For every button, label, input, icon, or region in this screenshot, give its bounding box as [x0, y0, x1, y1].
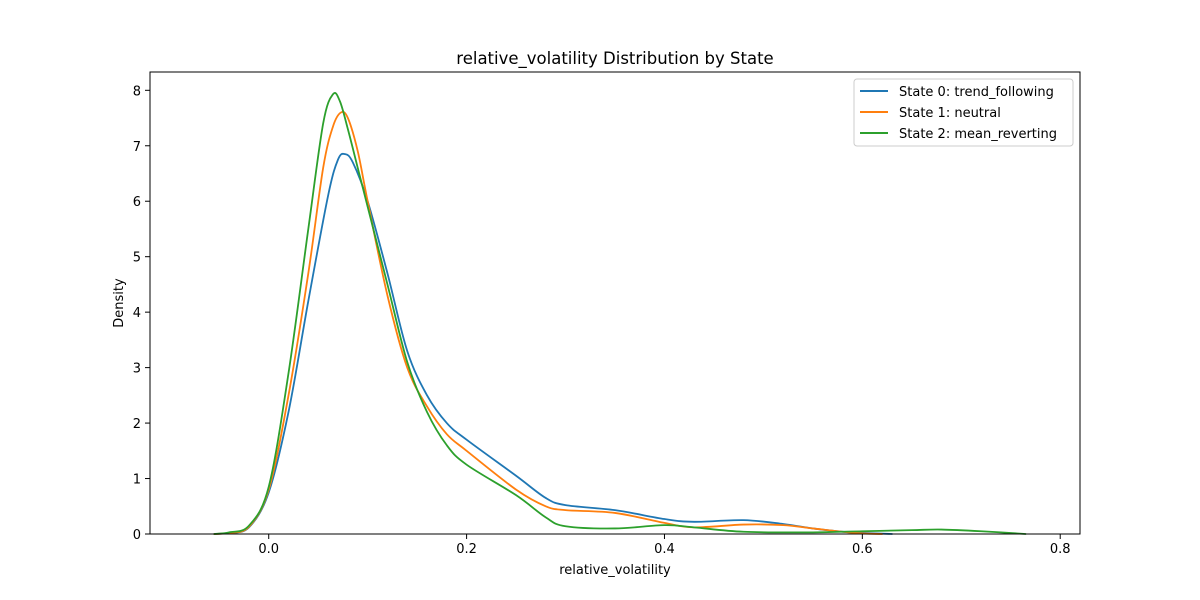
series-line-2 [213, 92, 1027, 535]
x-tick-label: 0.0 [258, 542, 279, 557]
chart-title: relative_volatility Distribution by Stat… [456, 49, 773, 69]
y-tick-label: 0 [133, 528, 141, 543]
x-tick-label: 0.4 [654, 542, 675, 557]
x-axis: 0.0 0.2 0.4 0.6 0.8 [258, 534, 1071, 557]
y-tick-label: 8 [133, 84, 141, 99]
legend-label-2: State 2: mean_reverting [899, 127, 1057, 142]
series-line-0 [213, 152, 893, 535]
x-tick-label: 0.2 [456, 542, 477, 557]
y-tick-label: 4 [133, 306, 141, 321]
legend-label-0: State 0: trend_following [899, 85, 1054, 100]
legend-label-1: State 1: neutral [899, 106, 1001, 121]
x-tick-label: 0.6 [852, 542, 873, 557]
x-axis-label: relative_volatility [559, 563, 671, 578]
y-tick-label: 6 [133, 195, 141, 210]
y-tick-label: 5 [133, 251, 141, 266]
y-axis: 0 1 2 3 4 5 6 7 8 [133, 84, 150, 543]
legend-box [853, 78, 1074, 147]
y-tick-label: 7 [133, 140, 141, 155]
y-tick-label: 3 [133, 362, 141, 377]
y-tick-label: 1 [133, 473, 141, 488]
plot-frame [149, 71, 1081, 535]
y-axis-label: Density [112, 278, 127, 328]
legend: State 0: trend_following State 1: neutral… [853, 78, 1074, 147]
x-tick-label: 0.8 [1050, 542, 1071, 557]
plot-lines [213, 92, 1027, 535]
y-tick-label: 2 [133, 417, 141, 432]
